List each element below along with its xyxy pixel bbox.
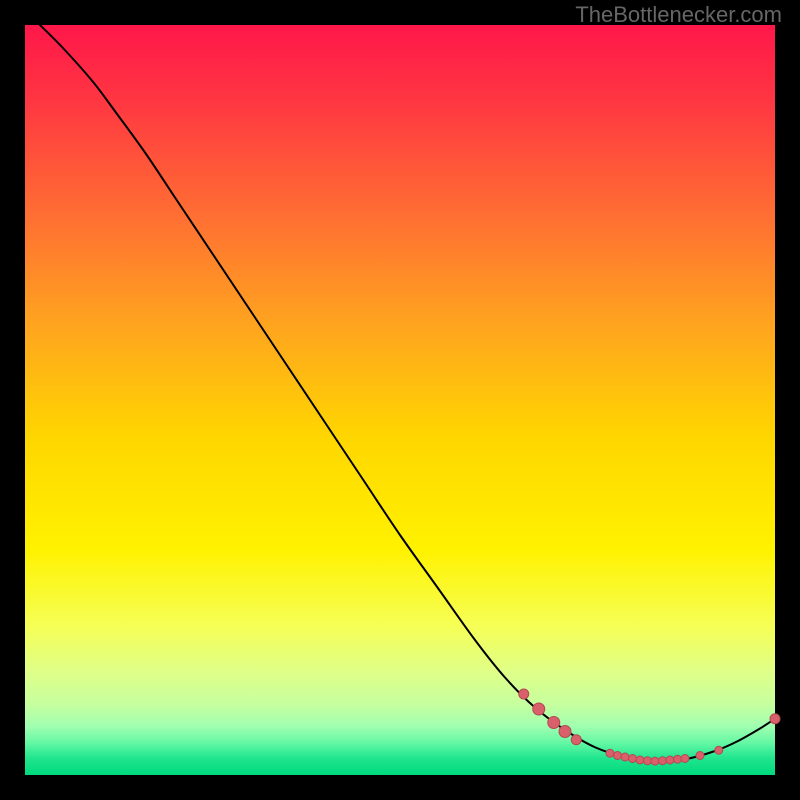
- data-marker: [696, 752, 704, 760]
- data-marker: [606, 749, 614, 757]
- data-marker: [770, 714, 780, 724]
- data-marker: [674, 755, 682, 763]
- chart-svg: TheBottlenecker.com: [0, 0, 800, 800]
- data-marker: [666, 756, 674, 764]
- bottleneck-chart: TheBottlenecker.com: [0, 0, 800, 800]
- data-marker: [548, 717, 560, 729]
- data-marker: [533, 703, 545, 715]
- data-marker: [519, 689, 529, 699]
- data-marker: [644, 757, 652, 765]
- data-marker: [629, 755, 637, 763]
- data-marker: [621, 753, 629, 761]
- data-marker: [614, 752, 622, 760]
- plot-background: [25, 25, 775, 775]
- data-marker: [715, 746, 723, 754]
- attribution-label: TheBottlenecker.com: [575, 2, 782, 27]
- data-marker: [571, 735, 581, 745]
- data-marker: [681, 755, 689, 763]
- data-marker: [636, 756, 644, 764]
- data-marker: [559, 726, 571, 738]
- data-marker: [651, 757, 659, 765]
- data-marker: [659, 757, 667, 765]
